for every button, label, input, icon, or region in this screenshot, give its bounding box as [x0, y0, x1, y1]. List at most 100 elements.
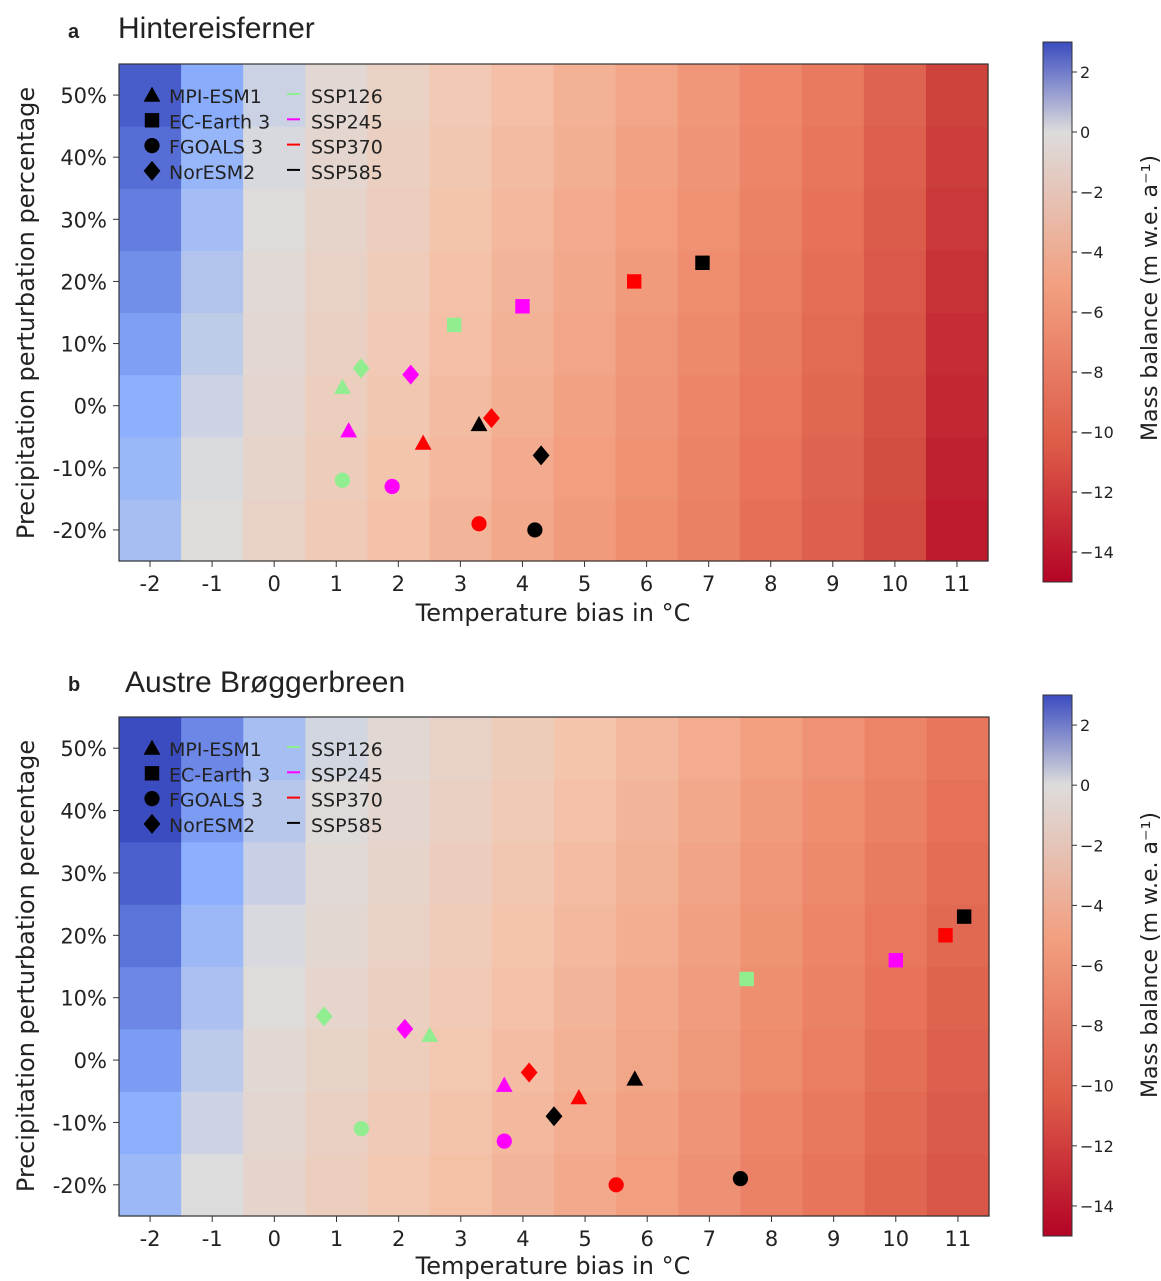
- heatmap-cell: [367, 374, 430, 438]
- heatmap-cell: [864, 1153, 928, 1217]
- legend-model-label: NorESM2: [169, 162, 255, 184]
- legend-scenario-label: SSP585: [311, 815, 383, 837]
- heatmap-cell: [181, 717, 244, 780]
- heatmap-cell: [802, 966, 866, 1030]
- heatmap-cell: [739, 436, 803, 500]
- heatmap-cell: [740, 841, 804, 905]
- heatmap-cell: [491, 126, 555, 189]
- heatmap-cell: [677, 374, 741, 438]
- heatmap-cell: [863, 436, 927, 500]
- legend-marker-noresm2: [143, 813, 161, 834]
- x-tick-label: 6: [641, 1227, 654, 1251]
- heatmap-cell: [802, 1091, 866, 1155]
- heatmap-cell: [864, 841, 928, 905]
- heatmap-cell: [243, 966, 307, 1030]
- x-tick-label: 1: [330, 572, 343, 596]
- heatmap-cell: [181, 126, 244, 189]
- heatmap-cell: [740, 1028, 804, 1092]
- x-tick-label: 9: [827, 1227, 840, 1251]
- heatmap-cell: [616, 779, 679, 843]
- x-tick-label: -1: [202, 572, 223, 596]
- heatmap-cell: [554, 1028, 617, 1092]
- heatmap-cell: [677, 126, 741, 189]
- heatmap-cell: [491, 436, 555, 500]
- point-mpi-esm1-ssp245: [340, 422, 358, 438]
- heatmap-cell: [678, 779, 742, 843]
- x-tick-label: 7: [703, 1227, 716, 1251]
- heatmap-cell: [429, 1091, 493, 1155]
- heatmap-cell: [429, 966, 493, 1030]
- panel-a-xlabel: Temperature bias in °C: [415, 599, 691, 627]
- legend-marker-mpi-esm1: [143, 739, 161, 755]
- x-tick-label: 0: [268, 1227, 281, 1251]
- heatmap-cell: [119, 904, 182, 968]
- point-noresm2-ssp585: [532, 445, 550, 466]
- y-tick-label: 30%: [60, 208, 107, 232]
- heatmap-cell: [802, 779, 866, 843]
- heatmap-cell: [305, 779, 369, 843]
- heatmap-cell: [491, 374, 555, 438]
- y-tick-label: 20%: [60, 270, 107, 294]
- point-mpi-esm1-ssp245: [495, 1076, 513, 1092]
- point-mpi-esm1-ssp126: [334, 378, 351, 394]
- heatmap-cell: [553, 312, 617, 376]
- y-tick-label: 0%: [74, 395, 107, 419]
- heatmap-cell: [119, 966, 182, 1030]
- heatmap-cell: [925, 250, 989, 314]
- heatmap-cell: [243, 312, 306, 376]
- legend-marker-ec-earth-3: [144, 113, 160, 128]
- heatmap-cell: [119, 374, 182, 438]
- x-tick-label: 10: [882, 1227, 909, 1251]
- x-tick-label: 7: [702, 572, 715, 596]
- heatmap-cell: [863, 312, 927, 376]
- heatmap-cell: [553, 374, 617, 438]
- y-tick-label: 50%: [60, 737, 107, 761]
- y-tick-label: -10%: [53, 457, 107, 481]
- x-tick-label: 6: [640, 572, 653, 596]
- heatmap-cell: [616, 1153, 679, 1217]
- heatmap-cell: [739, 188, 803, 251]
- heatmap-cell: [677, 312, 741, 376]
- x-tick-label: 11: [944, 572, 971, 596]
- heatmap-cell: [491, 841, 555, 905]
- heatmap-cell: [243, 779, 307, 843]
- heatmap-cell: [367, 966, 431, 1030]
- heatmap-cell: [926, 841, 990, 905]
- x-tick-label: 4: [516, 572, 529, 596]
- heatmap-cell: [801, 312, 865, 376]
- heatmap-cell: [181, 1091, 244, 1155]
- x-tick-label: 8: [765, 1227, 778, 1251]
- panel-a-colorbar-label: Mass balance (m w.e. a⁻¹): [1138, 155, 1161, 441]
- heatmap-cell: [925, 126, 989, 189]
- colorbar-tick-label: −14: [1080, 1197, 1114, 1216]
- x-tick-label: -1: [202, 1227, 223, 1251]
- point-ec-earth-3-ssp585: [695, 255, 710, 270]
- heatmap-cell: [305, 498, 368, 562]
- heatmap-cell: [678, 1091, 742, 1155]
- heatmap-cell: [367, 1028, 431, 1092]
- heatmap-cell: [305, 966, 369, 1030]
- colorbar-tick-label: 0: [1080, 776, 1090, 795]
- heatmap-cell: [553, 64, 617, 127]
- heatmap-cell: [739, 126, 803, 189]
- legend-marker-ec-earth-3: [144, 766, 160, 781]
- point-noresm2-ssp126: [315, 1006, 333, 1027]
- heatmap-cell: [925, 436, 989, 500]
- heatmap-cell: [243, 436, 306, 500]
- heatmap-cell: [616, 717, 679, 780]
- heatmap-cell: [678, 904, 742, 968]
- x-tick-label: 0: [267, 572, 280, 596]
- heatmap-cell: [429, 717, 493, 780]
- heatmap-cell: [615, 64, 679, 127]
- heatmap-cell: [616, 1028, 679, 1092]
- heatmap-cell: [925, 312, 989, 376]
- heatmap-cell: [491, 188, 555, 251]
- point-ec-earth-3-ssp126: [739, 971, 754, 987]
- point-fgoals-3-ssp585: [732, 1170, 749, 1187]
- point-ec-earth-3-ssp245: [515, 299, 530, 314]
- heatmap-cell: [802, 1153, 866, 1217]
- heatmap-cell: [181, 841, 244, 905]
- heatmap-cell: [616, 904, 679, 968]
- heatmap-cell: [243, 717, 307, 780]
